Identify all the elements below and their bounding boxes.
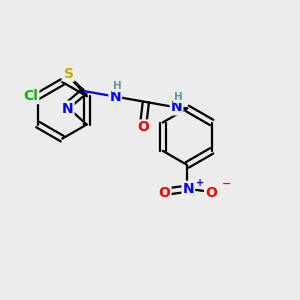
Text: H: H [112,81,121,92]
Text: S: S [64,67,74,81]
Text: −: − [222,179,232,189]
Text: Cl: Cl [23,89,38,103]
Text: H: H [174,92,183,102]
Text: N: N [171,100,182,114]
Text: O: O [159,186,170,200]
Text: O: O [205,186,217,200]
Text: O: O [137,121,149,134]
Text: N: N [182,182,194,196]
Text: N: N [62,102,74,116]
Text: +: + [196,178,204,188]
Text: N: N [110,90,121,104]
